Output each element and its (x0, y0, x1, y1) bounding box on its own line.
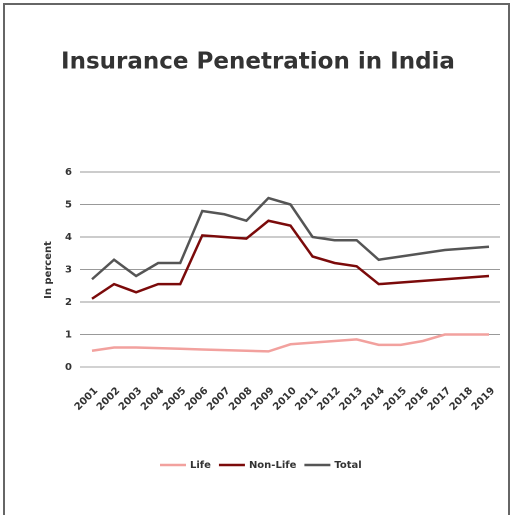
y-tick-label: 2 (65, 297, 72, 308)
y-tick-label: 0 (65, 362, 72, 373)
chart-title: Insurance Penetration in India (61, 49, 455, 75)
series-line (91, 196, 490, 281)
frame (3, 3, 510, 515)
y-tick-label: 4 (65, 232, 72, 243)
y-tick-label: 1 (65, 330, 72, 341)
y-axis-label: In percent (43, 241, 54, 299)
series-line (91, 219, 490, 300)
y-tick-label: 6 (65, 167, 72, 178)
legend-label: Non-Life (249, 460, 297, 471)
legend-label: Total (334, 460, 361, 471)
y-tick-label: 3 (65, 265, 72, 276)
series-line (91, 333, 489, 353)
legend-label: Life (190, 460, 211, 471)
y-tick-label: 5 (65, 200, 72, 211)
